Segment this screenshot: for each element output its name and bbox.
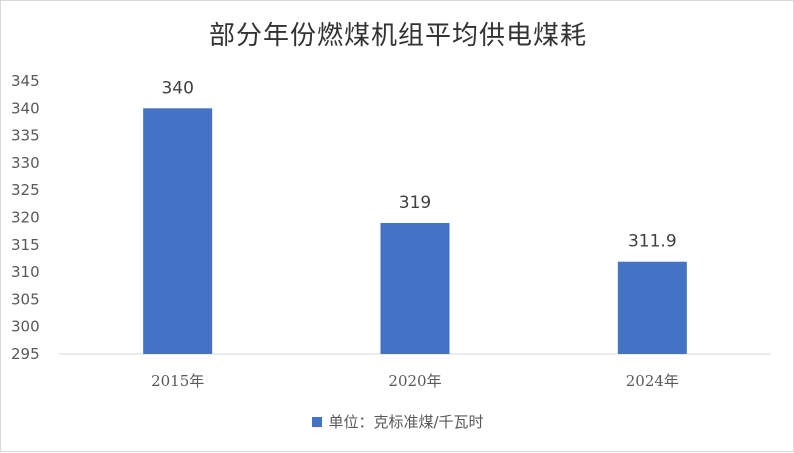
data-label: 311.9 — [628, 232, 677, 252]
y-tick-label: 320 — [11, 209, 40, 227]
y-tick-label: 340 — [11, 99, 40, 117]
x-tick-label: 2024年 — [626, 372, 679, 390]
y-tick-label: 295 — [11, 345, 40, 363]
chart-title: 部分年份燃煤机组平均供电煤耗 — [208, 21, 587, 51]
legend-label: 单位：克标准煤/千瓦时 — [328, 413, 484, 431]
y-tick-label: 305 — [11, 290, 40, 308]
x-tick-label: 2015年 — [151, 372, 204, 390]
data-label: 319 — [399, 193, 431, 213]
legend-swatch — [312, 416, 323, 427]
y-tick-label: 345 — [11, 72, 40, 90]
data-label: 340 — [161, 78, 193, 98]
bar — [617, 261, 687, 354]
y-tick-label: 325 — [11, 181, 40, 199]
y-tick-label: 310 — [11, 263, 40, 281]
bar — [380, 222, 450, 354]
y-tick-label: 330 — [11, 154, 40, 172]
bar — [143, 108, 213, 354]
y-tick-label: 335 — [11, 127, 40, 145]
legend: 单位：克标准煤/千瓦时 — [1, 411, 794, 432]
y-tick-label: 315 — [11, 236, 40, 254]
x-tick-label: 2020年 — [388, 372, 441, 390]
y-tick-label: 300 — [11, 318, 40, 336]
